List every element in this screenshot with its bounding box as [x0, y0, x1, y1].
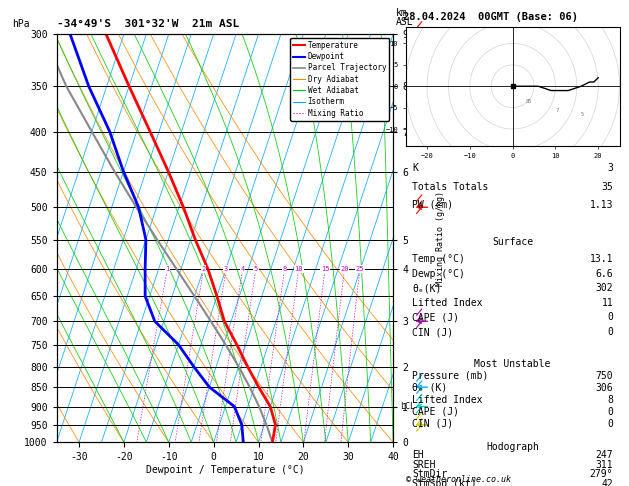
Text: 5: 5 [253, 266, 258, 272]
Text: © weatheronline.co.uk: © weatheronline.co.uk [406, 474, 511, 484]
Text: 0: 0 [607, 419, 613, 429]
Text: 7: 7 [555, 108, 559, 113]
Text: PW (cm): PW (cm) [412, 200, 454, 209]
Text: -34°49'S  301°32'W  21m ASL: -34°49'S 301°32'W 21m ASL [57, 19, 239, 29]
Text: 15: 15 [321, 266, 330, 272]
Text: 28.04.2024  00GMT (Base: 06): 28.04.2024 00GMT (Base: 06) [403, 12, 577, 22]
Text: 0: 0 [607, 327, 613, 337]
Text: Most Unstable: Most Unstable [474, 359, 551, 369]
Text: EH: EH [412, 450, 424, 460]
Text: 2: 2 [201, 266, 206, 272]
Text: kt: kt [415, 0, 424, 1]
Text: km
ASL: km ASL [396, 7, 414, 27]
Text: 8: 8 [282, 266, 287, 272]
Text: K: K [412, 163, 418, 174]
Text: 8: 8 [607, 395, 613, 405]
Text: 5: 5 [581, 112, 584, 117]
Text: 0: 0 [607, 312, 613, 323]
Text: 85: 85 [525, 99, 532, 104]
Text: 247: 247 [596, 450, 613, 460]
Text: Hodograph: Hodograph [486, 442, 539, 452]
Text: 42: 42 [601, 479, 613, 486]
Text: 1: 1 [165, 266, 169, 272]
Text: Totals Totals: Totals Totals [412, 182, 489, 191]
Text: CAPE (J): CAPE (J) [412, 407, 459, 417]
Text: hPa: hPa [13, 19, 30, 29]
X-axis label: Dewpoint / Temperature (°C): Dewpoint / Temperature (°C) [145, 465, 304, 475]
Text: CAPE (J): CAPE (J) [412, 312, 459, 323]
Legend: Temperature, Dewpoint, Parcel Trajectory, Dry Adiabat, Wet Adiabat, Isotherm, Mi: Temperature, Dewpoint, Parcel Trajectory… [290, 38, 389, 121]
Text: Dewp (°C): Dewp (°C) [412, 269, 465, 279]
Text: Temp (°C): Temp (°C) [412, 254, 465, 264]
Text: StmSpd (kt): StmSpd (kt) [412, 479, 477, 486]
Text: CIN (J): CIN (J) [412, 327, 454, 337]
Text: LCL: LCL [400, 402, 415, 411]
Text: 306: 306 [596, 383, 613, 393]
Text: 0: 0 [607, 407, 613, 417]
Text: 11: 11 [601, 298, 613, 308]
Text: Lifted Index: Lifted Index [412, 298, 482, 308]
Text: Surface: Surface [492, 237, 533, 247]
Text: Lifted Index: Lifted Index [412, 395, 482, 405]
Text: 6.6: 6.6 [596, 269, 613, 279]
Text: θₑ(K): θₑ(K) [412, 283, 442, 294]
Y-axis label: Mixing Ratio (g/kg): Mixing Ratio (g/kg) [436, 191, 445, 286]
Text: 25: 25 [355, 266, 364, 272]
Text: 279°: 279° [589, 469, 613, 479]
Text: 13.1: 13.1 [589, 254, 613, 264]
Text: Pressure (mb): Pressure (mb) [412, 371, 489, 381]
Text: 750: 750 [596, 371, 613, 381]
Text: SREH: SREH [412, 460, 436, 469]
Text: 302: 302 [596, 283, 613, 294]
Text: θₑ (K): θₑ (K) [412, 383, 447, 393]
Text: CIN (J): CIN (J) [412, 419, 454, 429]
Text: StmDir: StmDir [412, 469, 447, 479]
Text: 311: 311 [596, 460, 613, 469]
Text: 1.13: 1.13 [589, 200, 613, 209]
Text: 20: 20 [340, 266, 349, 272]
Text: 3: 3 [607, 163, 613, 174]
Text: 3: 3 [224, 266, 228, 272]
Text: 4: 4 [240, 266, 245, 272]
Text: 35: 35 [601, 182, 613, 191]
Text: 10: 10 [294, 266, 303, 272]
